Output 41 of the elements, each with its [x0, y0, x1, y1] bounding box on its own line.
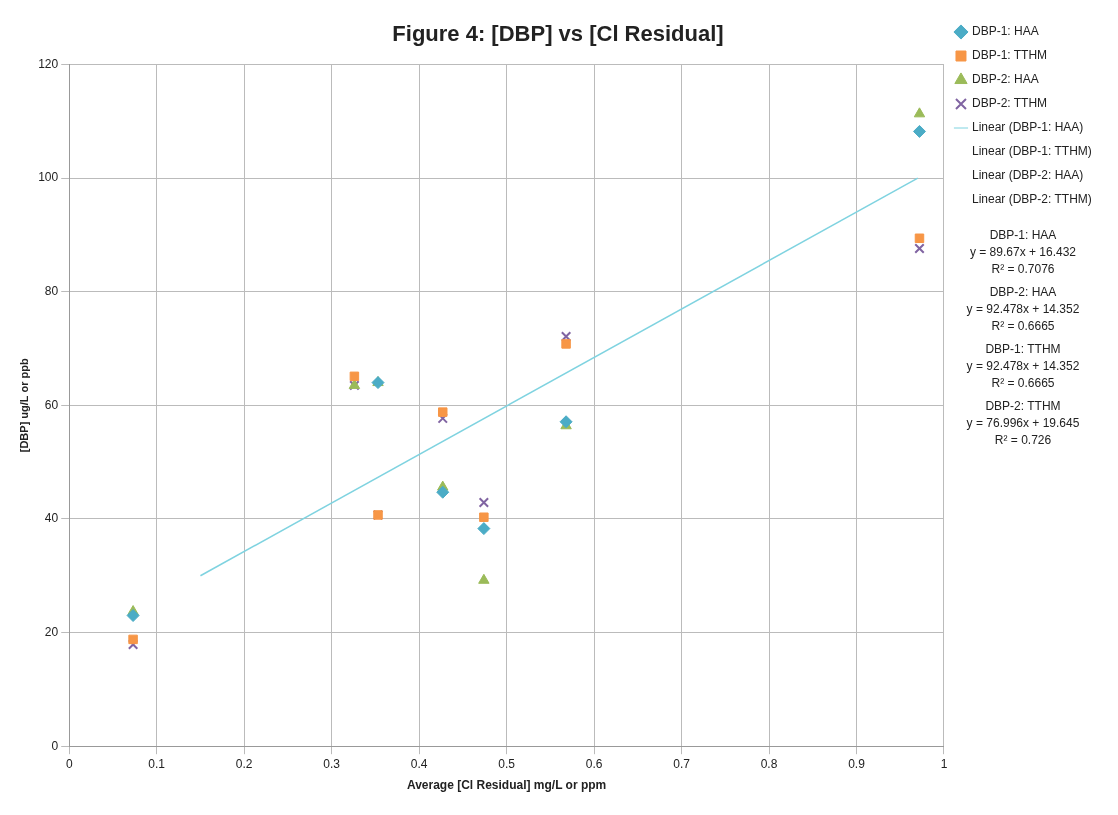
- x-tick-label: 0.7: [673, 756, 691, 771]
- legend-label: DBP-2: TTHM: [971, 96, 1048, 111]
- text: DBP-2: TTHM: [985, 399, 1061, 414]
- y-tick-label: 60: [44, 397, 59, 412]
- x-tick-label: 0.1: [148, 756, 166, 771]
- legend-label: Linear (DBP-1: HAA): [971, 120, 1084, 135]
- x-tick-label: 0.2: [235, 756, 253, 771]
- legend-label: DBP-1: HAA: [971, 24, 1039, 39]
- x-tick-label: 0.6: [585, 756, 603, 771]
- legend-label: DBP-1: TTHM: [971, 48, 1048, 63]
- text: Linear (DBP-2: TTHM): [971, 192, 1092, 207]
- x-tick-label: 0.5: [498, 756, 516, 771]
- text: R² = 0.6665: [991, 376, 1055, 391]
- text: Linear (DBP-2: HAA): [971, 168, 1084, 183]
- y-tick-label: 100: [38, 170, 59, 185]
- text: R² = 0.7076: [991, 262, 1055, 277]
- chart-title: Figure 4: [DBP] vs [Cl Residual]: [392, 21, 724, 47]
- y-tick-label: 80: [44, 283, 59, 298]
- x-tick-label: 1: [940, 756, 948, 771]
- x-axis-title: Average [Cl Residual] mg/L or ppm: [406, 778, 607, 793]
- y-tick-label: 20: [44, 624, 59, 639]
- text: y = 92.478x + 14.352: [966, 359, 1080, 374]
- text: DBP-1: HAA: [989, 228, 1057, 243]
- text: y = 92.478x + 14.352: [966, 302, 1080, 317]
- legend-label: DBP-2: HAA: [971, 72, 1039, 87]
- text: DBP-2: HAA: [989, 285, 1057, 300]
- y-tick-label: 40: [44, 511, 59, 526]
- text: y = 76.996x + 19.645: [966, 416, 1080, 431]
- text: R² = 0.726: [994, 433, 1052, 448]
- x-tick-label: 0.9: [848, 756, 866, 771]
- x-tick-label: 0.4: [410, 756, 428, 771]
- text: R² = 0.6665: [991, 319, 1055, 334]
- x-tick-label: 0.3: [323, 756, 341, 771]
- x-tick-label: 0.8: [760, 756, 778, 771]
- y-tick-label: 0: [51, 738, 59, 753]
- y-axis-title: [DBP] ug/L or ppb: [17, 358, 30, 453]
- x-tick-label: 0: [65, 756, 73, 771]
- text: y = 89.67x + 16.432: [969, 245, 1077, 260]
- text: DBP-1: TTHM: [985, 342, 1061, 357]
- text: Linear (DBP-1: TTHM): [971, 144, 1092, 159]
- y-tick-label: 120: [38, 56, 59, 71]
